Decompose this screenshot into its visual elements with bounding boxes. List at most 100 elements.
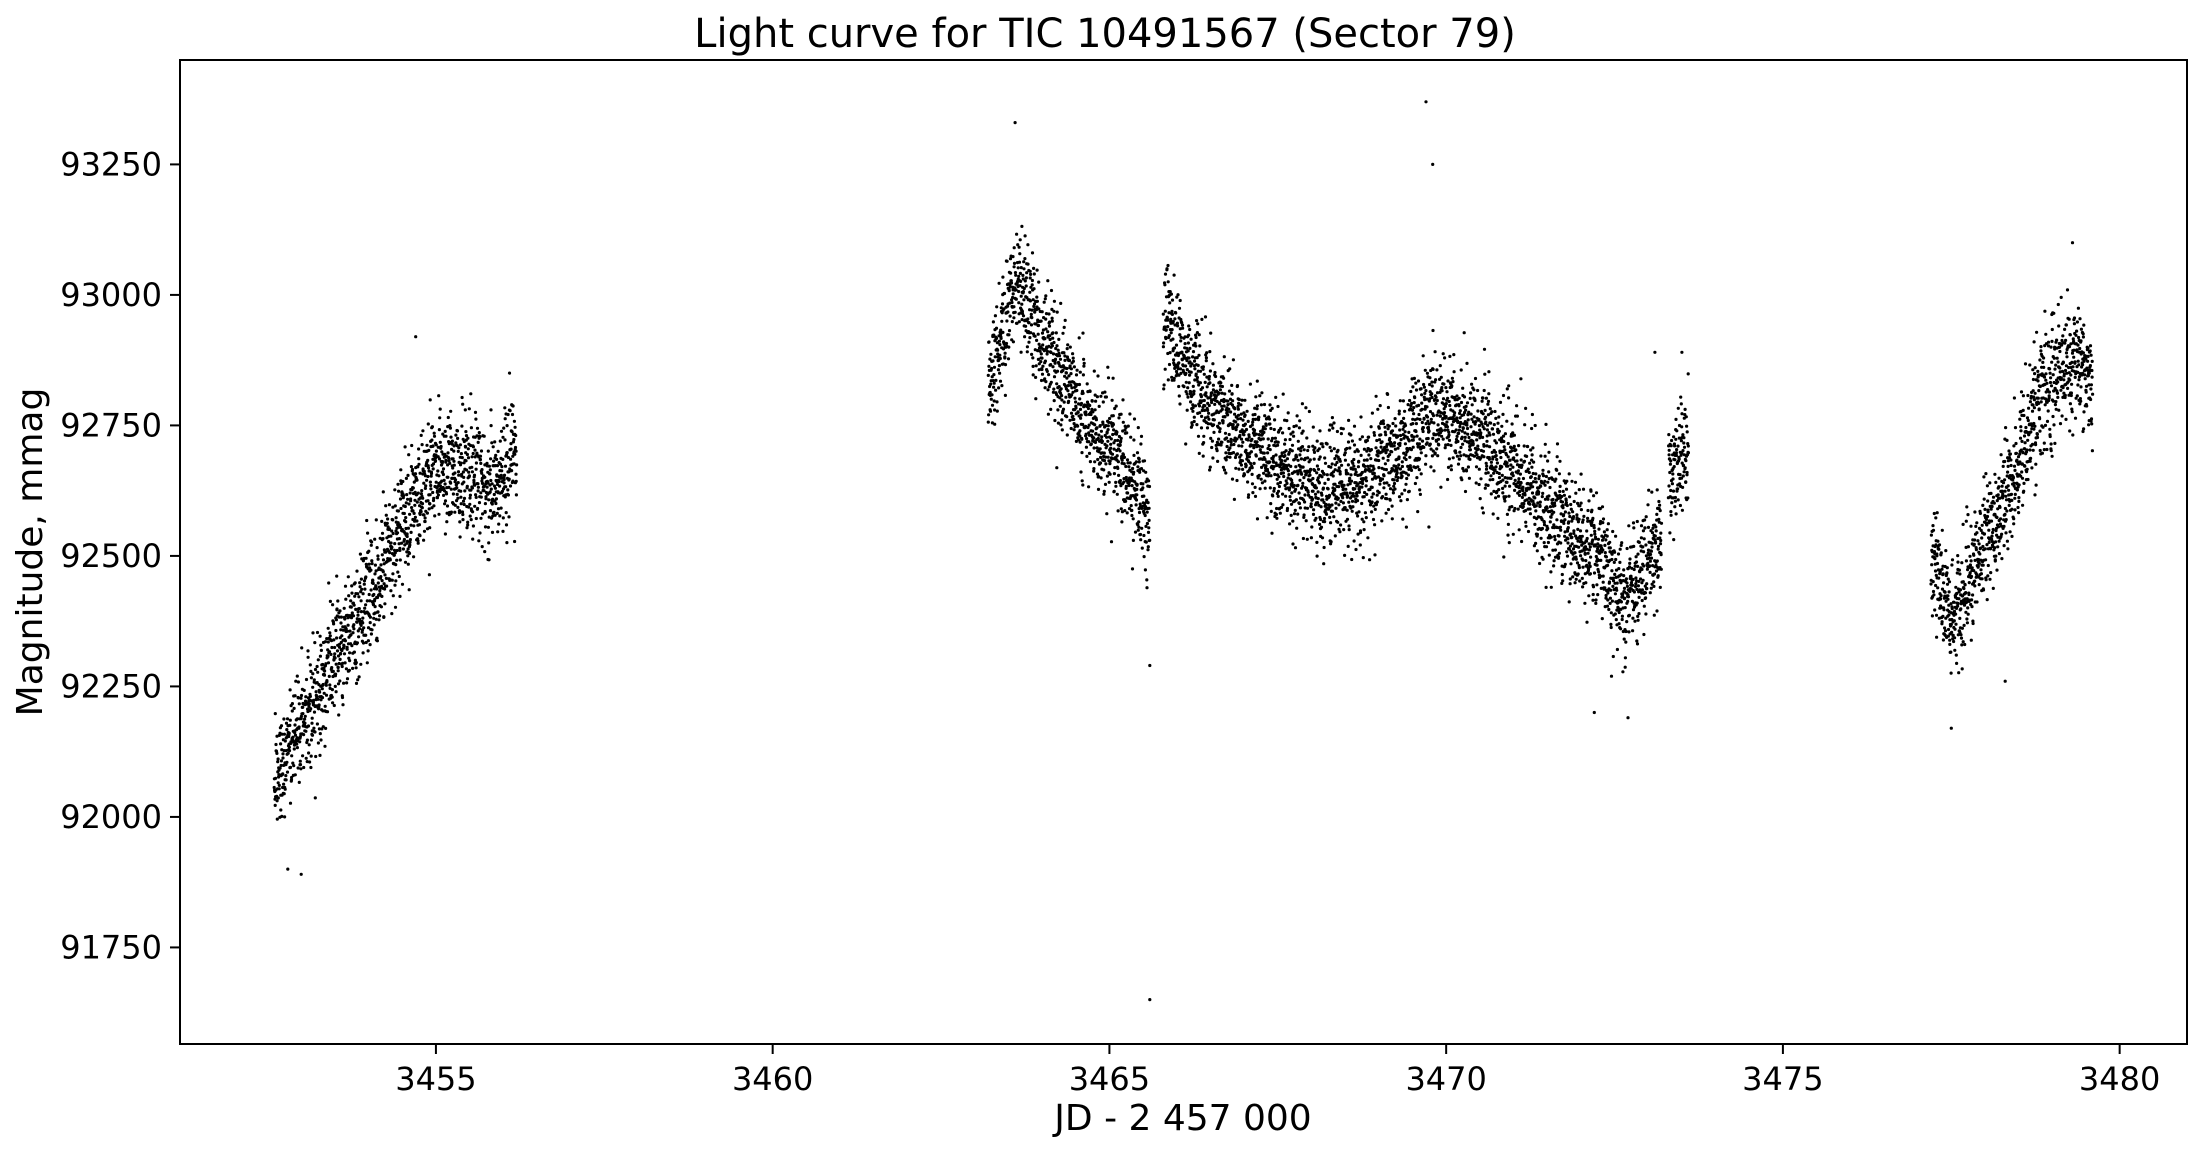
data-point bbox=[1565, 554, 1570, 558]
data-point bbox=[1360, 517, 1364, 521]
data-point bbox=[1054, 346, 1058, 351]
data-point bbox=[1332, 493, 1336, 497]
data-point bbox=[1071, 414, 1075, 418]
data-point bbox=[1204, 394, 1208, 398]
data-point bbox=[1565, 479, 1569, 483]
data-point bbox=[1444, 402, 1448, 406]
data-point bbox=[1089, 412, 1093, 417]
data-point bbox=[998, 353, 1002, 357]
data-point bbox=[381, 537, 385, 541]
data-point bbox=[1557, 555, 1561, 559]
data-point bbox=[465, 452, 469, 457]
data-point bbox=[349, 599, 353, 603]
data-point bbox=[1528, 486, 1532, 490]
data-point bbox=[1332, 447, 1336, 451]
data-point bbox=[1528, 502, 1532, 506]
data-point bbox=[1265, 516, 1269, 520]
data-point bbox=[285, 728, 289, 732]
data-point bbox=[1353, 487, 1357, 491]
data-point bbox=[1324, 512, 1329, 516]
data-point bbox=[1050, 344, 1054, 348]
data-point bbox=[296, 696, 301, 700]
data-point bbox=[451, 492, 455, 496]
data-point bbox=[1445, 420, 1449, 424]
data-point bbox=[351, 614, 356, 618]
data-point bbox=[1322, 516, 1327, 521]
data-point bbox=[465, 484, 469, 488]
data-point bbox=[1430, 392, 1434, 396]
data-point bbox=[1548, 505, 1553, 509]
data-point bbox=[1450, 376, 1454, 380]
data-point bbox=[1397, 412, 1401, 416]
data-point bbox=[354, 607, 358, 612]
data-point bbox=[323, 744, 327, 748]
data-point bbox=[501, 457, 505, 461]
data-point bbox=[364, 575, 368, 579]
data-point bbox=[306, 707, 310, 711]
data-point bbox=[1047, 312, 1051, 316]
data-point bbox=[1227, 389, 1232, 393]
data-point bbox=[344, 597, 348, 601]
data-point bbox=[1314, 516, 1318, 520]
data-point bbox=[1540, 495, 1544, 499]
data-point bbox=[1218, 427, 1222, 431]
data-point bbox=[1370, 500, 1374, 504]
data-point bbox=[1166, 318, 1170, 322]
data-point bbox=[413, 498, 417, 502]
data-point bbox=[1192, 389, 1196, 393]
data-point bbox=[1461, 466, 1465, 471]
data-point bbox=[1209, 436, 1213, 440]
data-point bbox=[1304, 406, 1308, 410]
data-point bbox=[397, 489, 401, 493]
data-point bbox=[487, 558, 491, 562]
data-point bbox=[493, 486, 497, 490]
data-point bbox=[1025, 271, 1029, 275]
data-point bbox=[999, 306, 1003, 310]
data-point bbox=[1222, 397, 1226, 402]
data-point bbox=[280, 732, 284, 736]
data-point bbox=[1333, 457, 1337, 461]
data-point bbox=[1355, 491, 1359, 495]
data-point bbox=[391, 572, 395, 576]
data-point bbox=[1547, 553, 1551, 557]
data-point bbox=[1443, 404, 1448, 408]
data-point bbox=[1189, 390, 1193, 394]
data-point bbox=[1435, 391, 1440, 395]
data-point bbox=[1182, 385, 1186, 389]
data-point bbox=[449, 435, 453, 439]
data-point bbox=[369, 632, 373, 636]
data-point bbox=[1241, 440, 1245, 444]
data-point bbox=[1098, 461, 1103, 465]
data-point bbox=[1500, 424, 1504, 428]
data-point bbox=[510, 469, 514, 473]
data-point bbox=[1124, 475, 1128, 480]
data-point bbox=[1452, 370, 1456, 374]
data-point bbox=[426, 458, 430, 462]
data-point bbox=[1204, 391, 1208, 395]
data-point bbox=[431, 490, 435, 495]
data-point bbox=[1365, 458, 1369, 462]
data-point bbox=[1450, 384, 1454, 388]
data-point bbox=[409, 465, 413, 469]
data-point bbox=[1021, 277, 1025, 281]
data-point bbox=[412, 511, 416, 515]
data-point bbox=[1382, 481, 1386, 485]
data-point bbox=[337, 661, 341, 666]
data-point bbox=[474, 493, 478, 497]
data-point bbox=[1436, 423, 1440, 427]
data-point bbox=[1119, 507, 1123, 511]
data-point bbox=[1040, 310, 1044, 314]
data-point bbox=[412, 555, 416, 559]
data-point bbox=[1074, 373, 1079, 377]
data-point bbox=[1440, 434, 1444, 438]
data-point bbox=[365, 518, 369, 523]
data-point bbox=[1302, 515, 1306, 520]
data-point bbox=[1140, 526, 1144, 530]
data-point bbox=[459, 489, 463, 493]
data-point bbox=[1298, 468, 1302, 472]
data-point bbox=[315, 695, 319, 699]
data-point bbox=[470, 455, 474, 459]
data-point bbox=[315, 664, 319, 669]
data-point bbox=[1084, 424, 1088, 428]
data-point bbox=[1290, 491, 1294, 495]
